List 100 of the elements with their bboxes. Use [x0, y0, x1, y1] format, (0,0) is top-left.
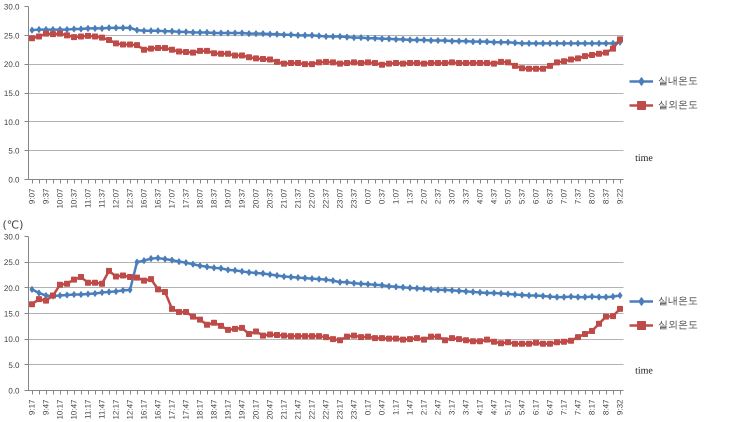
x-tick-label: 23:37 — [350, 188, 358, 209]
x-tick-label: 20:07 — [252, 188, 260, 209]
x-tick-label: 20:17 — [252, 398, 260, 420]
x-tick-label: 23:47 — [350, 398, 358, 420]
x-tick-label: 6:47 — [546, 398, 554, 416]
legend-label: 실외온도 — [658, 98, 698, 112]
legend-label: 실내온도 — [658, 74, 698, 88]
y-tick-label: 20.0 — [4, 60, 20, 70]
x-tick-label: 19:37 — [238, 188, 246, 209]
x-tick-label: 3:17 — [448, 398, 456, 416]
y-tick-label: 25.0 — [4, 258, 20, 268]
y-tick-label: 10.0 — [4, 118, 20, 127]
x-tick-label: 11:07 — [84, 188, 92, 208]
x-tick-label: 9:32 — [616, 398, 624, 416]
x-tick-label: 22:17 — [308, 398, 316, 420]
x-tick-label: 18:47 — [210, 398, 218, 420]
x-tick-label: 2:47 — [434, 398, 442, 416]
x-tick-label: 19:47 — [238, 398, 246, 420]
x-tick-label: 11:37 — [98, 188, 106, 208]
x-tick-label: 9:17 — [28, 398, 36, 416]
x-tick-label: 0:07 — [364, 188, 372, 204]
x-tick-label: 0:17 — [364, 398, 372, 416]
y-tick-label: 15.0 — [4, 310, 20, 318]
x-tick-label: 5:07 — [504, 188, 512, 204]
y-tick-label: 20.0 — [4, 284, 20, 293]
x-tick-label: 17:07 — [168, 188, 176, 209]
x-tick-label: 0:47 — [378, 398, 386, 416]
x-tick-label: 1:37 — [406, 188, 414, 204]
x-tick-label: 18:07 — [196, 188, 204, 209]
x-tick-label: 18:37 — [210, 188, 218, 209]
x-tick-label: 4:07 — [476, 188, 484, 204]
x-tick-label: 21:07 — [280, 188, 288, 209]
y-tick-label: 25.0 — [4, 31, 20, 40]
y-tick-label: 0.0 — [8, 176, 20, 184]
x-tick-label: 7:17 — [560, 398, 568, 416]
x-tick-label: 19:07 — [224, 188, 232, 209]
x-tick-label: 12:17 — [112, 398, 120, 420]
x-tick-label: 2:07 — [420, 188, 428, 204]
x-tick-label: 17:37 — [182, 188, 190, 209]
x-tick-label: 11:17 — [84, 398, 92, 419]
x-tick-label: 17:17 — [168, 398, 176, 420]
legend-label: 실외온도 — [658, 319, 698, 332]
y-tick-label: 10.0 — [4, 335, 20, 344]
x-tick-label: 8:47 — [602, 398, 610, 416]
x-tick-label: 10:17 — [56, 398, 64, 420]
x-tick-label: 19:17 — [224, 398, 232, 420]
x-tick-label: 0:37 — [378, 188, 386, 204]
x-tick-label: 10:37 — [70, 188, 78, 209]
x-tick-label: 16:17 — [140, 398, 148, 420]
x-tick-label: 9:22 — [616, 188, 624, 204]
x-tick-label: 18:17 — [196, 398, 204, 420]
x-tick-label: 9:37 — [42, 188, 50, 204]
x-tick-label: 22:47 — [322, 398, 330, 420]
x-tick-label: 17:47 — [182, 398, 190, 420]
x-tick-label: 8:07 — [588, 188, 596, 204]
x-tick-label: 6:17 — [532, 398, 540, 416]
x-tick-label: 23:17 — [336, 398, 344, 420]
x-tick-label: 4:17 — [476, 398, 484, 416]
x-tick-label: 22:07 — [308, 188, 316, 209]
x-tick-label: 5:17 — [504, 398, 512, 416]
x-tick-label: 21:47 — [294, 398, 302, 420]
y-tick-label: 15.0 — [4, 89, 20, 98]
x-tick-label: 5:47 — [518, 398, 526, 416]
x-tick-label: 6:07 — [532, 188, 540, 204]
x-tick-label: 3:47 — [462, 398, 470, 416]
x-tick-label: 7:07 — [560, 188, 568, 204]
x-tick-label: 8:37 — [602, 188, 610, 204]
x-tick-label: 4:37 — [490, 188, 498, 204]
x-tick-label: 21:17 — [280, 398, 288, 420]
x-tick-label: 4:47 — [490, 398, 498, 416]
x-tick-label: 7:47 — [574, 398, 582, 416]
x-tick-label: 6:37 — [546, 188, 554, 204]
x-tick-label: 2:17 — [420, 398, 428, 416]
y-tick-label: 0.0 — [8, 386, 20, 396]
x-tick-label: 21:37 — [294, 188, 302, 209]
x-tick-label: 2:37 — [434, 188, 442, 204]
x-tick-label: 3:07 — [448, 188, 456, 204]
y-axis-title: (℃) — [2, 218, 24, 232]
x-axis-title: time — [635, 366, 654, 377]
legend-label: 실내온도 — [658, 295, 698, 308]
x-tick-label: 22:37 — [322, 188, 330, 209]
x-tick-label: 20:37 — [266, 188, 274, 209]
x-tick-label: 7:37 — [574, 188, 582, 204]
x-axis-title: time — [635, 152, 654, 164]
x-tick-label: 20:47 — [266, 398, 274, 420]
x-tick-label: 23:07 — [336, 188, 344, 209]
x-tick-label: 9:07 — [28, 188, 36, 204]
x-tick-label: 12:37 — [126, 188, 134, 209]
x-tick-label: 12:47 — [126, 398, 134, 420]
x-tick-label: 1:07 — [392, 188, 400, 204]
x-tick-label: 3:37 — [462, 188, 470, 204]
x-tick-label: 10:07 — [56, 188, 64, 209]
x-tick-label: 12:07 — [112, 188, 120, 209]
x-tick-label: 11:47 — [98, 398, 106, 419]
x-tick-label: 16:37 — [154, 188, 162, 209]
y-tick-label: 30.0 — [4, 232, 20, 242]
y-tick-label: 30.0 — [4, 2, 20, 12]
x-tick-label: 5:37 — [518, 188, 526, 204]
x-tick-label: 8:17 — [588, 398, 596, 416]
x-tick-label: 16:07 — [140, 188, 148, 209]
